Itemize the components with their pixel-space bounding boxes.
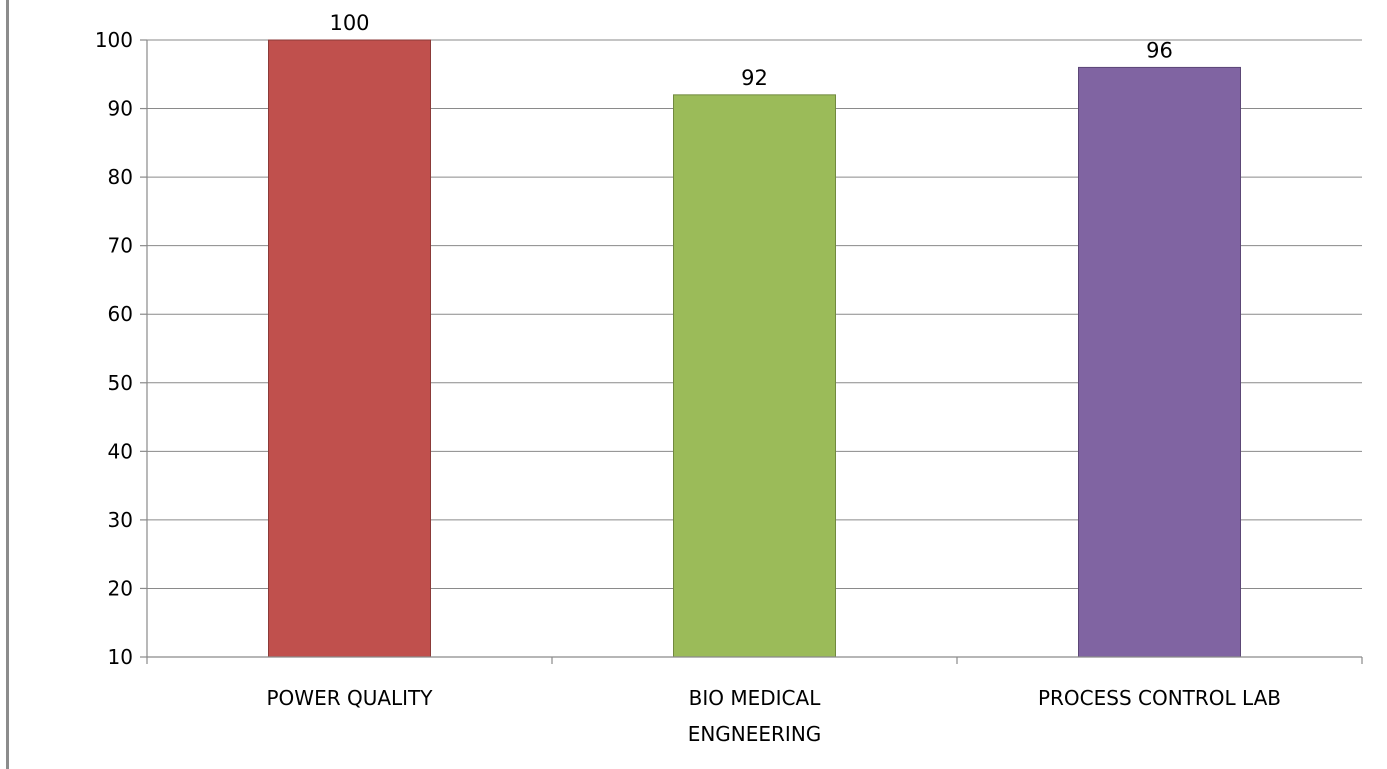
y-tick-label: 50 — [108, 371, 133, 395]
bar — [268, 39, 431, 658]
bars — [268, 39, 1241, 658]
bar — [1078, 66, 1241, 658]
y-tick-label: 30 — [108, 508, 133, 532]
x-tick-labels: POWER QUALITY BIO MEDICAL ENGNEERING PROCES… — [266, 686, 1281, 746]
axes — [140, 39, 1363, 664]
y-tick-label: 80 — [108, 165, 133, 189]
x-tick-label: PROCESS CONTROL LAB — [1038, 686, 1281, 710]
y-tick-label: 90 — [108, 97, 133, 121]
data-label: 96 — [1146, 38, 1173, 62]
y-tick-labels: 10 20 30 40 50 60 70 80 90 100 — [95, 28, 133, 669]
y-tick-label: 40 — [108, 439, 133, 463]
data-labels: 100 92 96 — [329, 11, 1172, 90]
y-tick-label: 100 — [95, 28, 133, 52]
x-tick-label: ENGNEERING — [688, 722, 822, 746]
y-tick-label: 20 — [108, 576, 133, 600]
y-tick-label: 70 — [108, 234, 133, 258]
x-tick-label: POWER QUALITY — [266, 686, 433, 710]
y-tick-label: 10 — [108, 645, 133, 669]
x-tick-label: BIO MEDICAL — [689, 686, 822, 710]
y-tick-label: 60 — [108, 302, 133, 326]
bar — [673, 94, 836, 658]
data-label: 92 — [741, 66, 768, 90]
data-label: 100 — [329, 11, 369, 35]
